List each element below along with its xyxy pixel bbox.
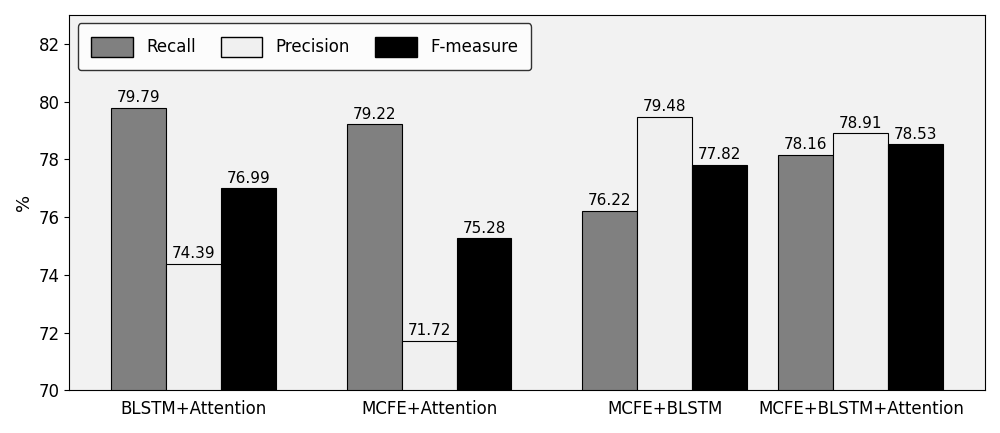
Text: 74.39: 74.39 bbox=[172, 246, 215, 261]
Bar bbox=[692, 165, 747, 433]
Bar bbox=[166, 264, 221, 433]
Bar bbox=[637, 116, 692, 433]
Text: 79.79: 79.79 bbox=[117, 90, 160, 105]
Y-axis label: %: % bbox=[15, 194, 33, 211]
Bar bbox=[778, 155, 833, 433]
Text: 71.72: 71.72 bbox=[407, 323, 451, 338]
Bar bbox=[888, 144, 943, 433]
Text: 77.82: 77.82 bbox=[698, 147, 741, 162]
Text: 76.99: 76.99 bbox=[227, 171, 270, 186]
Bar bbox=[402, 341, 457, 433]
Text: 79.48: 79.48 bbox=[643, 99, 686, 114]
Bar bbox=[582, 211, 637, 433]
Text: 78.16: 78.16 bbox=[784, 137, 828, 152]
Text: 79.22: 79.22 bbox=[352, 107, 396, 122]
Bar bbox=[347, 124, 402, 433]
Text: 75.28: 75.28 bbox=[462, 220, 506, 236]
Text: 78.53: 78.53 bbox=[894, 127, 938, 142]
Bar bbox=[457, 238, 511, 433]
Bar bbox=[833, 133, 888, 433]
Bar bbox=[221, 188, 276, 433]
Text: 78.91: 78.91 bbox=[839, 116, 883, 131]
Legend: Recall, Precision, F-measure: Recall, Precision, F-measure bbox=[78, 23, 531, 70]
Bar bbox=[111, 108, 166, 433]
Text: 76.22: 76.22 bbox=[588, 194, 631, 208]
